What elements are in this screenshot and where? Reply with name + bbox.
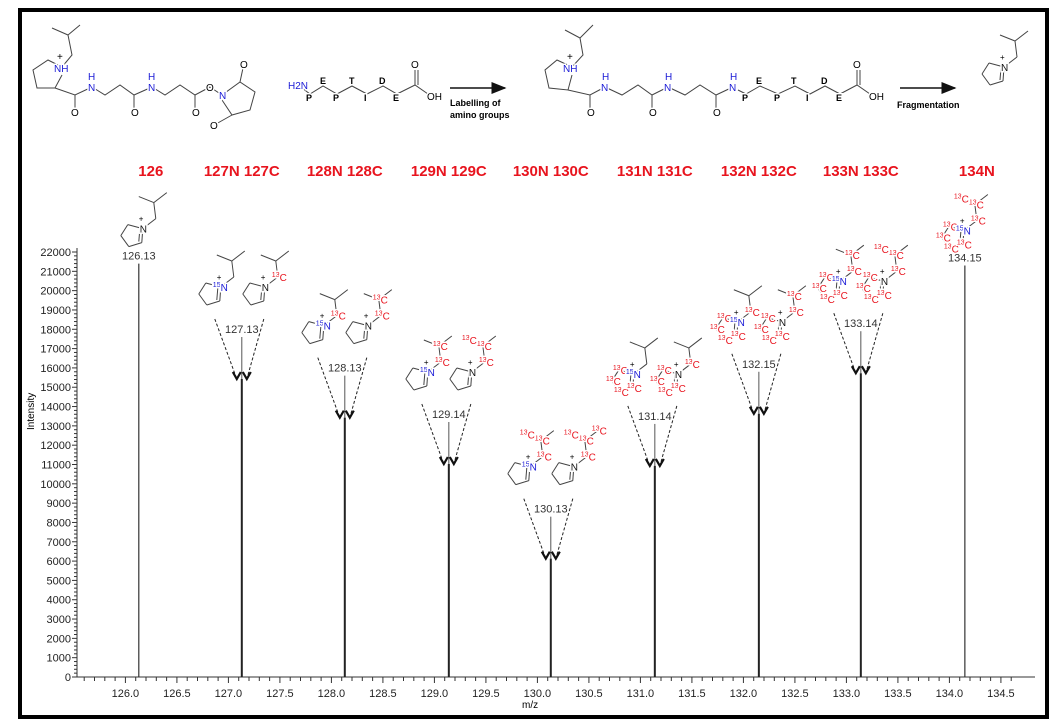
residue-E: E [393,93,399,103]
atom-h: H [602,72,609,83]
atom-h: H [730,72,737,83]
charge-plus: + [57,52,63,63]
residue-T: T [791,76,797,86]
atom-nh: NH [54,64,68,75]
residue-P: P [774,93,780,103]
bond [981,73,991,86]
labelling-label-2: amino groups [450,110,510,120]
reporter-fragment-structure: N+ [981,30,1029,86]
residue-E: E [756,76,762,86]
bond [1002,66,1005,82]
atom-o: O [853,60,861,71]
atom-oh: OH [427,92,442,103]
tmt-reagent-structure: NH + O H N O H N O O N O O [32,24,256,134]
double-bond [999,67,1002,81]
charge-plus: + [1000,53,1005,62]
bond [988,62,1005,68]
atom-oh: OH [869,92,884,103]
bond [981,62,990,75]
residue-P: P [333,93,339,103]
atom-o: O [649,108,657,119]
atom-n: N [88,83,95,94]
labelling-scheme: NH + O H N O H N O O N O O H2N O OH PEPT… [32,24,1029,134]
labelling-label-1: Labelling of [450,98,502,108]
atom-h2n: H2N [288,81,308,92]
atom-o: O [206,83,214,94]
residue-D: D [821,76,828,86]
atom-o: O [210,121,218,132]
atom-o: O [713,108,721,119]
atom-o: O [131,108,139,119]
atom-o: O [411,60,419,71]
residue-P: P [742,93,748,103]
atom-o: O [587,108,595,119]
atom-n: N [219,91,226,102]
figure-frame [18,8,1049,719]
atom-n: N [664,83,671,94]
labelled-peptide-structure: NH + O H N O H N O H N O OH [544,24,886,121]
bond [1003,56,1018,68]
residue-I: I [364,93,367,103]
residue-I: I [806,93,809,103]
charge-plus: + [567,52,573,63]
residue-P: P [306,93,312,103]
bond [1014,40,1018,58]
atom-o: O [71,108,79,119]
atom-n: N [148,83,155,94]
nitrogen-label: N [1001,63,1008,74]
residue-D: D [379,76,386,86]
bond [989,80,1004,86]
atom-h: H [88,72,95,83]
atom-o: O [192,108,200,119]
bond [999,34,1016,42]
residue-T: T [349,76,355,86]
residue-E: E [836,93,842,103]
residue-E: E [320,76,326,86]
atom-n: N [729,83,736,94]
atom-h: H [148,72,155,83]
atom-nh: NH [563,64,577,75]
atom-o: O [240,60,248,71]
reporter-ion-structure: N+ [981,30,1029,86]
atom-n: N [601,83,608,94]
bond [1014,30,1029,42]
fragmentation-label: Fragmentation [897,100,960,110]
atom-h: H [665,72,672,83]
